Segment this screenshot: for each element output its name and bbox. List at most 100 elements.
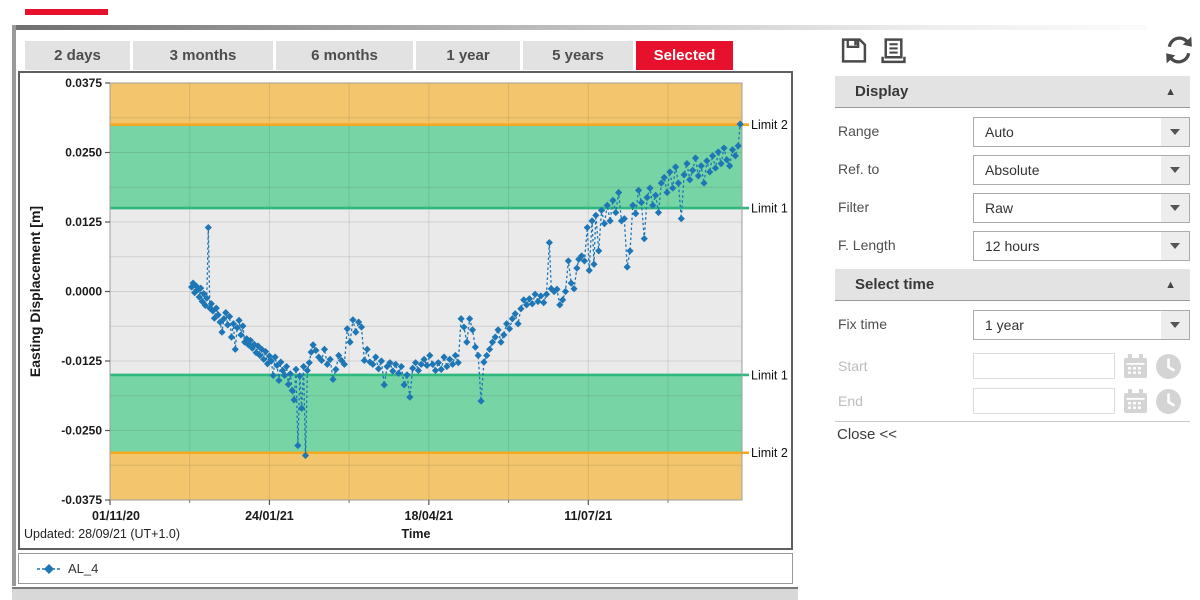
save-icon[interactable]	[840, 37, 868, 64]
data-point	[326, 355, 334, 363]
data-point	[377, 357, 385, 365]
data-point	[315, 353, 323, 361]
select-time-section-header[interactable]: Select time ▲	[835, 269, 1190, 301]
range-dropdown[interactable]: Auto	[973, 117, 1190, 147]
display-section-header[interactable]: Display ▲	[835, 76, 1190, 108]
data-point	[349, 316, 357, 324]
data-point	[323, 360, 331, 368]
close-panel-link[interactable]: Close <<	[837, 426, 898, 443]
data-point	[337, 356, 346, 365]
data-point	[728, 146, 737, 154]
data-point	[411, 359, 420, 367]
data-point	[714, 148, 722, 156]
limit-bands	[110, 83, 742, 500]
filter-label: Filter	[838, 199, 870, 215]
dropdown-arrow-icon[interactable]	[1161, 194, 1189, 222]
data-point	[485, 345, 494, 353]
limit-label: Limit 2	[751, 446, 788, 460]
data-point	[426, 351, 434, 360]
data-point	[592, 211, 600, 219]
data-point	[409, 364, 417, 372]
start-input[interactable]	[973, 353, 1115, 379]
data-point	[497, 338, 505, 346]
y-tick-label: -0.0125	[61, 354, 102, 368]
data-point	[632, 210, 640, 218]
data-point	[615, 188, 623, 197]
data-point	[488, 338, 497, 346]
dropdown-arrow-icon[interactable]	[1161, 311, 1189, 339]
series-name: AL_4	[68, 561, 99, 576]
data-point	[736, 120, 744, 128]
series-marker-icon	[37, 563, 61, 574]
data-point	[288, 386, 296, 395]
display-section-title: Display	[855, 83, 909, 100]
tab-5-years[interactable]: 5 years	[523, 41, 633, 70]
clock-icon[interactable]	[1155, 388, 1182, 415]
fix-time-dropdown[interactable]: 1 year	[973, 310, 1190, 340]
data-point	[460, 323, 468, 331]
data-point	[649, 201, 657, 209]
ref-to-dropdown[interactable]: Absolute	[973, 155, 1190, 185]
start-label: Start	[838, 358, 868, 374]
calendar-icon[interactable]	[1122, 388, 1149, 415]
data-point	[320, 345, 329, 353]
data-point	[597, 206, 606, 214]
data-point	[198, 297, 206, 306]
calendar-icon[interactable]	[1122, 353, 1149, 380]
data-point	[248, 344, 256, 352]
displacement-chart[interactable]: Limit 2 Limit 1 Limit 1 Limit 2 0.0375 0.0250…	[20, 73, 791, 548]
data-point	[528, 300, 536, 308]
filter-value: Raw	[985, 200, 1014, 216]
x-tick-label: 24/01/21	[245, 509, 294, 523]
chevron-down-icon	[1170, 129, 1180, 135]
data-point	[553, 285, 561, 293]
data-point	[352, 328, 360, 336]
print-icon[interactable]	[878, 37, 908, 64]
data-point	[207, 300, 215, 308]
data-point	[603, 201, 611, 209]
data-point	[252, 349, 260, 357]
select-time-section-title: Select time	[855, 276, 935, 293]
band	[110, 452, 742, 500]
filter-dropdown[interactable]: Raw	[973, 193, 1190, 223]
data-point	[279, 366, 287, 375]
ref-to-value: Absolute	[985, 162, 1040, 178]
data-point	[575, 255, 583, 263]
data-point	[652, 191, 660, 199]
data-point	[246, 336, 255, 345]
dropdown-arrow-icon[interactable]	[1161, 118, 1189, 146]
series-line	[191, 124, 741, 456]
collapse-arrow-icon[interactable]: ▲	[1165, 278, 1176, 291]
data-point	[265, 352, 274, 360]
data-point	[233, 324, 241, 332]
active-tab-indicator	[25, 9, 108, 15]
tab-selected[interactable]: Selected	[636, 41, 733, 70]
x-tick-label: 11/07/21	[564, 509, 612, 523]
tab-1-year[interactable]: 1 year	[416, 41, 520, 70]
data-point	[431, 366, 440, 375]
data-point	[284, 380, 293, 388]
end-input[interactable]	[973, 388, 1115, 414]
data-point	[423, 361, 431, 370]
data-point	[671, 163, 680, 171]
refresh-icon[interactable]	[1164, 35, 1194, 65]
data-point	[451, 351, 460, 360]
f-length-dropdown[interactable]: 12 hours	[973, 231, 1190, 261]
data-point	[483, 351, 491, 360]
dropdown-arrow-icon[interactable]	[1161, 156, 1189, 184]
data-point	[271, 353, 279, 361]
tab-6-months[interactable]: 6 months	[276, 41, 413, 70]
chart-container: Limit 2 Limit 1 Limit 1 Limit 2 0.0375 0.0250…	[18, 71, 793, 550]
dropdown-arrow-icon[interactable]	[1161, 232, 1189, 260]
y-tick-label: 0.0125	[65, 215, 102, 229]
x-tick-label: 18/04/21	[405, 509, 454, 523]
tab-3-months[interactable]: 3 months	[133, 41, 273, 70]
tab-2-days[interactable]: 2 days	[25, 41, 130, 70]
fix-time-value: 1 year	[985, 317, 1024, 333]
data-point	[540, 299, 548, 307]
data-point	[235, 316, 243, 325]
data-point	[660, 173, 668, 182]
collapse-arrow-icon[interactable]: ▲	[1165, 85, 1176, 98]
data-point	[263, 360, 272, 368]
clock-icon[interactable]	[1155, 353, 1182, 380]
